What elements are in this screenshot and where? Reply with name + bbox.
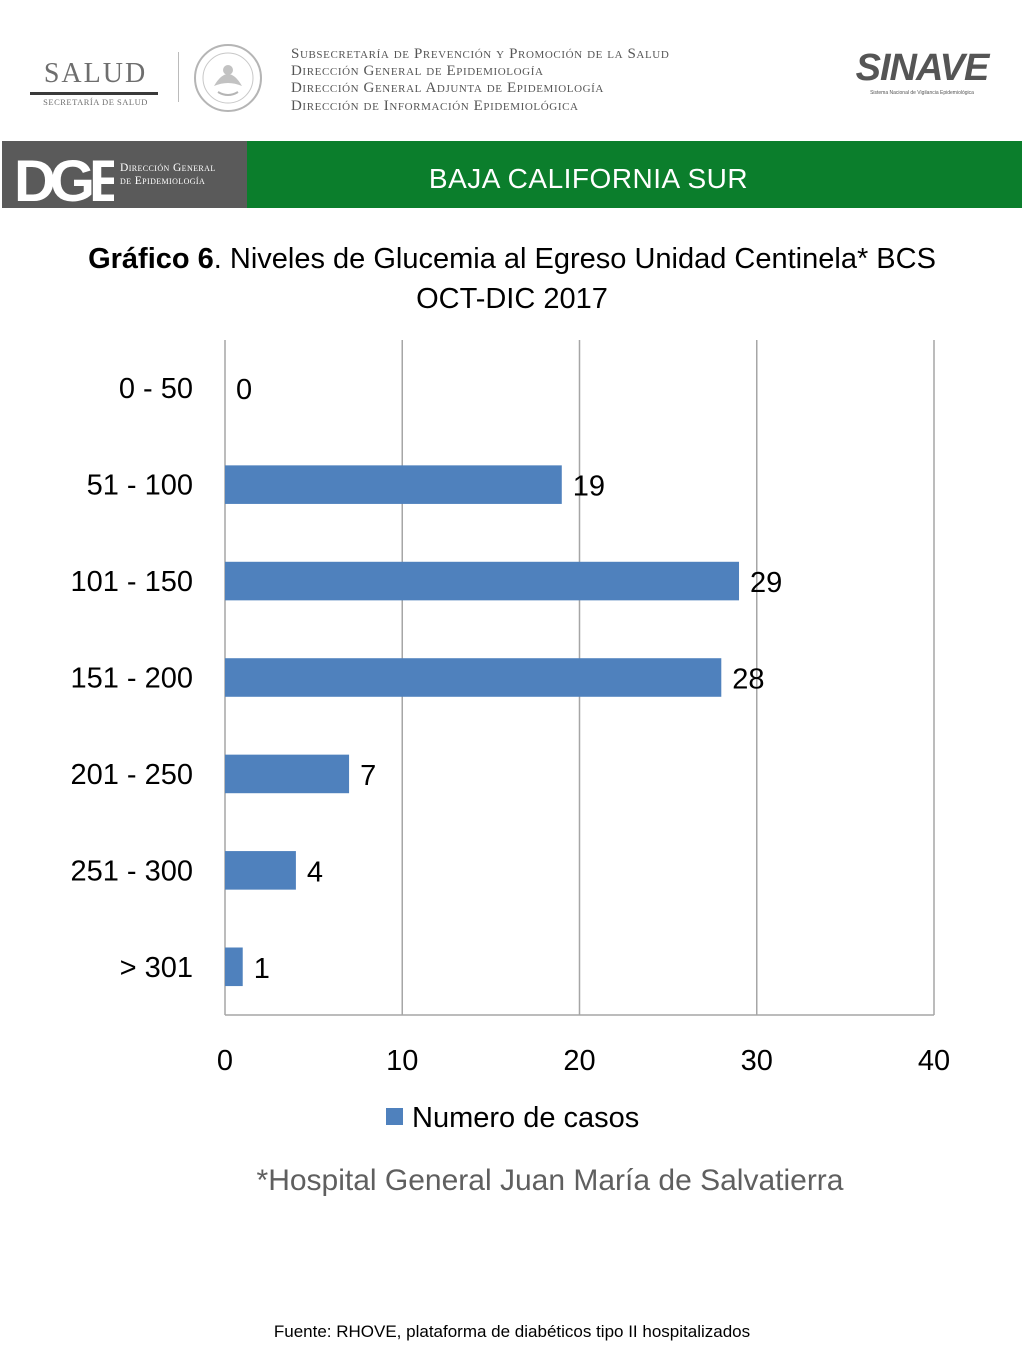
x-tick-label: 20 (563, 1045, 595, 1077)
sinave-logo: SINAVE Sistema Nacional de Vigilancia Ep… (852, 46, 992, 101)
bar (225, 754, 350, 794)
chart-title-line2: OCT-DIC 2017 (416, 283, 608, 315)
chart-title-line1: Gráfico 6. Niveles de Glucemia al Egreso… (0, 239, 1024, 279)
salud-logo-word: SALUD (43, 58, 148, 89)
data-label: 28 (732, 664, 764, 696)
bar (225, 658, 722, 697)
state-banner-green: BAJA CALIFORNIA SUR (247, 141, 1022, 208)
chart-title-bold: Gráfico 6 (88, 243, 214, 275)
category-label: 151 - 200 (70, 663, 193, 695)
data-label: 19 (573, 471, 605, 503)
chart-title-rest: . Niveles de Glucemia al Egreso Unidad C… (213, 243, 936, 275)
page-header: SALUD SECRETARÍA DE SALUD Subsecretaría … (0, 0, 1024, 140)
data-label: 7 (360, 760, 376, 792)
category-label: 251 - 300 (70, 855, 193, 887)
chart-legend: Numero de casos (386, 1102, 639, 1134)
x-tick-label: 10 (386, 1045, 418, 1077)
svg-text:DGE: DGE (14, 149, 114, 205)
x-tick-label: 40 (918, 1045, 950, 1077)
bar (225, 851, 296, 890)
legend-label: Numero de casos (412, 1102, 639, 1134)
bar (225, 465, 562, 504)
category-label: > 301 (120, 952, 193, 984)
national-seal-icon (194, 44, 262, 112)
tick-labels: 0 10 20 30 40 (217, 1045, 950, 1077)
data-label: 1 (254, 953, 270, 985)
category-labels: 0 - 50 51 - 100 101 - 150 151 - 200 201 - 25… (70, 373, 193, 984)
category-label: 0 - 50 (119, 373, 193, 405)
chart-title: Gráfico 6. Niveles de Glucemia al Egreso… (0, 239, 1024, 319)
value-labels: 0 19 29 28 7 4 1 (236, 374, 782, 985)
x-tick-label: 30 (741, 1045, 773, 1077)
dge-text: Dirección General de Epidemiología (120, 162, 216, 188)
institution-line: Dirección General de Epidemiología (291, 63, 544, 80)
hospital-footnote: *Hospital General Juan María de Salvatie… (256, 1164, 844, 1197)
salud-logo: SALUD SECRETARÍA DE SALUD (28, 58, 163, 108)
source-note: Fuente: RHOVE, plataforma de diabéticos … (273, 1322, 751, 1341)
institution-lines: Subsecretaría de Prevención y Promoción … (291, 46, 669, 115)
bar (225, 947, 243, 987)
dge-banner-block: DGE Dirección General de Epidemiología (2, 141, 247, 208)
institution-line: Dirección de Información Epidemiológica (291, 97, 579, 114)
data-label: 29 (750, 567, 782, 599)
bar-chart: 0 - 50 51 - 100 101 - 150 151 - 200 201 - 25… (70, 340, 950, 1134)
data-label: 0 (236, 374, 252, 406)
state-name: BAJA CALIFORNIA SUR (428, 163, 749, 194)
dge-text-line: de Epidemiología (120, 175, 206, 187)
x-tick-label: 0 (217, 1045, 233, 1077)
bar (225, 561, 740, 601)
category-label: 51 - 100 (87, 470, 193, 502)
state-banner: DGE Dirección General de Epidemiología B… (2, 141, 1022, 208)
institution-line: Dirección General Adjunta de Epidemiolog… (291, 80, 604, 97)
salud-logo-underline (30, 92, 158, 95)
institution-line: Subsecretaría de Prevención y Promoción … (291, 46, 670, 62)
header-divider (178, 52, 179, 102)
category-label: 101 - 150 (70, 566, 193, 598)
data-label: 4 (307, 856, 323, 888)
salud-logo-subtitle: SECRETARÍA DE SALUD (43, 97, 148, 107)
legend-swatch (386, 1108, 403, 1125)
category-label: 201 - 250 (70, 759, 193, 791)
chart-area: 0 - 50 51 - 100 101 - 150 151 - 200 201 - 25… (0, 320, 1024, 1150)
sinave-logo-word: SINAVE (855, 47, 990, 89)
dge-logo-icon: DGE (14, 149, 114, 205)
dge-text-line: Dirección General (120, 162, 216, 174)
bar-layer (225, 465, 740, 987)
sinave-logo-subtitle: Sistema Nacional de Vigilancia Epidemiol… (870, 90, 974, 96)
